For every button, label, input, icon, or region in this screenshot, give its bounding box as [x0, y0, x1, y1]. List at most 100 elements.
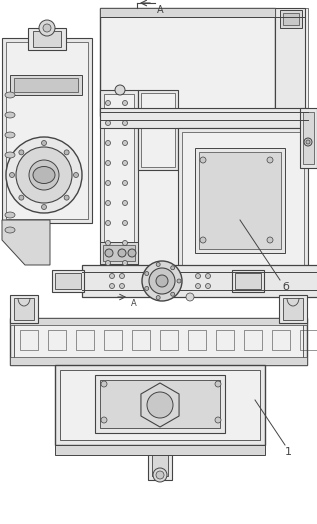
Circle shape	[122, 221, 127, 225]
Circle shape	[16, 147, 72, 203]
Bar	[195, 148, 285, 253]
Circle shape	[122, 201, 127, 205]
Circle shape	[147, 392, 173, 418]
Circle shape	[122, 121, 127, 126]
Text: A: A	[157, 5, 164, 15]
Bar	[283, 13, 299, 25]
Circle shape	[64, 195, 69, 200]
Bar	[178, 128, 308, 273]
Circle shape	[205, 274, 210, 278]
Ellipse shape	[5, 112, 15, 118]
Bar	[141, 93, 175, 167]
Bar	[55, 365, 265, 445]
Circle shape	[106, 221, 111, 225]
Bar	[182, 132, 304, 269]
Text: 1: 1	[285, 447, 292, 457]
Bar	[138, 8, 308, 288]
Bar	[100, 90, 138, 285]
Bar	[10, 295, 38, 323]
Bar	[95, 375, 225, 433]
Bar	[10, 357, 307, 365]
Circle shape	[304, 138, 312, 146]
Circle shape	[145, 287, 149, 290]
Circle shape	[115, 85, 125, 95]
Bar	[303, 112, 314, 164]
Circle shape	[215, 381, 221, 387]
Bar	[14, 322, 303, 361]
Circle shape	[19, 195, 24, 200]
Circle shape	[267, 237, 273, 243]
Circle shape	[106, 201, 111, 205]
Bar	[275, 8, 305, 116]
Bar	[104, 330, 122, 350]
Circle shape	[171, 292, 175, 296]
Ellipse shape	[5, 132, 15, 138]
Ellipse shape	[5, 227, 15, 233]
Polygon shape	[2, 220, 50, 265]
Circle shape	[306, 140, 310, 144]
Circle shape	[109, 283, 114, 289]
Circle shape	[156, 296, 160, 300]
Ellipse shape	[33, 167, 55, 183]
Circle shape	[156, 471, 164, 479]
Circle shape	[42, 140, 47, 146]
Ellipse shape	[5, 152, 15, 158]
Bar	[216, 330, 234, 350]
Bar	[33, 31, 61, 47]
Bar	[6, 42, 88, 219]
Bar	[100, 8, 275, 116]
Bar	[148, 450, 172, 480]
Bar	[280, 10, 302, 28]
Bar	[232, 270, 264, 292]
Circle shape	[6, 137, 82, 213]
Circle shape	[122, 140, 127, 146]
Bar	[283, 298, 303, 320]
Bar	[188, 330, 206, 350]
Circle shape	[106, 241, 111, 246]
Bar	[300, 330, 317, 350]
Bar	[28, 28, 66, 50]
Circle shape	[101, 381, 107, 387]
Bar	[48, 330, 66, 350]
Circle shape	[267, 157, 273, 163]
Bar	[52, 270, 84, 292]
Circle shape	[142, 261, 182, 301]
Circle shape	[153, 468, 167, 482]
Circle shape	[122, 180, 127, 185]
Circle shape	[43, 24, 51, 32]
Circle shape	[106, 101, 111, 105]
Bar	[100, 380, 220, 428]
Circle shape	[122, 241, 127, 246]
Circle shape	[145, 271, 149, 276]
Circle shape	[64, 150, 69, 155]
Bar	[244, 330, 262, 350]
Bar	[55, 273, 81, 289]
Circle shape	[74, 172, 79, 178]
Circle shape	[106, 260, 111, 266]
Circle shape	[177, 279, 181, 283]
Circle shape	[196, 283, 200, 289]
Circle shape	[120, 274, 125, 278]
Bar	[235, 273, 261, 289]
Circle shape	[215, 417, 221, 423]
Circle shape	[171, 266, 175, 270]
Bar	[10, 75, 82, 95]
Circle shape	[19, 150, 24, 155]
Bar	[10, 318, 307, 365]
Bar	[20, 330, 38, 350]
Circle shape	[128, 249, 136, 257]
Circle shape	[122, 101, 127, 105]
Circle shape	[106, 121, 111, 126]
Circle shape	[156, 275, 168, 287]
Circle shape	[106, 160, 111, 166]
Bar	[103, 245, 135, 261]
Circle shape	[42, 204, 47, 210]
Circle shape	[122, 260, 127, 266]
Circle shape	[196, 274, 200, 278]
Circle shape	[118, 249, 126, 257]
Circle shape	[200, 157, 206, 163]
Bar	[104, 94, 134, 281]
Bar	[100, 8, 275, 17]
Circle shape	[186, 293, 194, 301]
Circle shape	[29, 160, 59, 190]
